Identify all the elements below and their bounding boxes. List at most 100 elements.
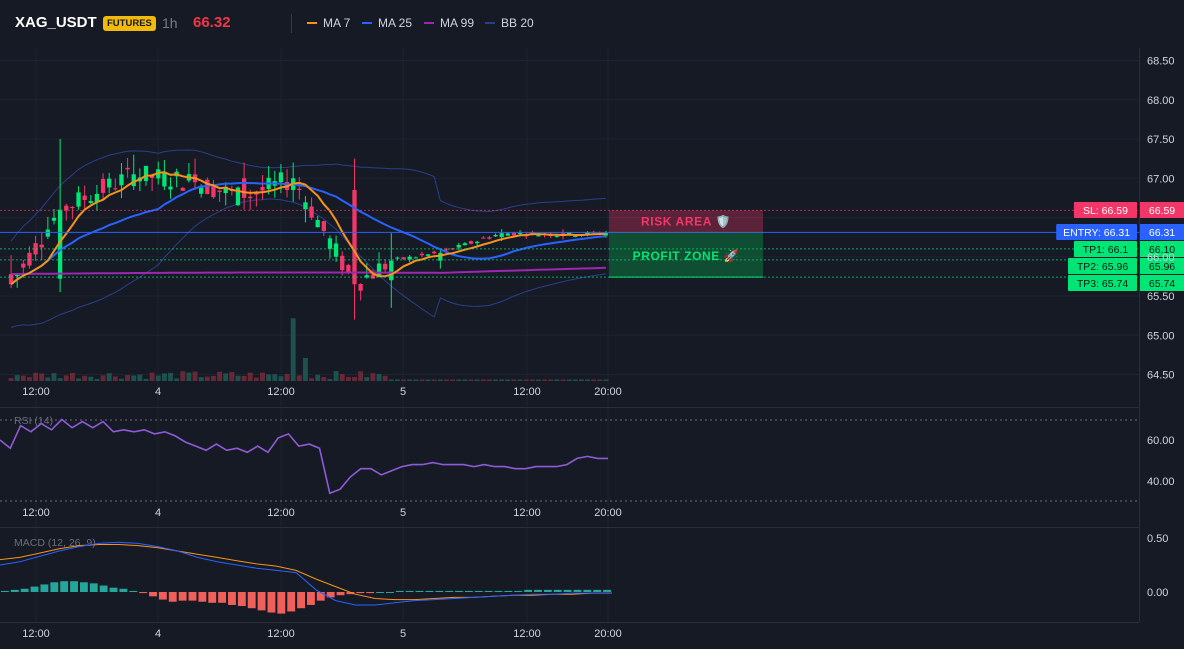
macd-histogram-bar (573, 589, 582, 592)
level-tag-tp3 (1068, 275, 1137, 291)
macd-histogram-bar (395, 590, 404, 592)
candle-body (573, 235, 578, 237)
time-tick-label: 20:00 (594, 507, 622, 519)
candle-body (505, 233, 510, 236)
macd-histogram-bar (415, 590, 424, 592)
volume-bar (358, 371, 364, 381)
volume-bar (106, 373, 112, 381)
candle-body (76, 192, 81, 207)
macd-line (0, 541, 612, 606)
volume-bar (437, 379, 443, 381)
volume-bar (585, 379, 590, 381)
candle-body (94, 193, 100, 202)
macd-histogram-bar (79, 582, 88, 592)
candle-body (156, 169, 161, 179)
macd-histogram-bar (277, 592, 286, 614)
interval-selector[interactable]: 1h (162, 15, 178, 31)
volume-bar (131, 375, 137, 381)
time-tick-label: 12:00 (267, 386, 295, 398)
rsi-panel: RSI (14) (0, 415, 1139, 502)
volume-bar (542, 379, 548, 381)
time-tick-label: 4 (155, 628, 161, 640)
volume-bar (155, 375, 161, 381)
candle-body (260, 186, 265, 191)
volume-bar (247, 372, 253, 381)
candle-body (70, 207, 75, 209)
moving-averages (10, 171, 607, 285)
volume-bar (486, 379, 492, 381)
level-tag-tp1 (1073, 241, 1137, 257)
candle-body (321, 221, 326, 231)
volume-bar (174, 378, 180, 381)
volume-bar (376, 373, 382, 381)
macd-histogram-bar (237, 592, 246, 607)
macd-histogram-bar (10, 589, 19, 592)
candle-body (327, 238, 333, 249)
level-axis-text-tp2: 65.96 (1149, 261, 1175, 273)
macd-histogram-bar (524, 589, 533, 592)
level-tag-text-entry: ENTRY: 66.31 (1063, 227, 1130, 239)
macd-histogram-bar (297, 592, 305, 609)
rsi-line (0, 418, 608, 495)
volume-bar (309, 378, 315, 381)
macd-histogram-bar (494, 590, 503, 592)
macd-histogram-bar (129, 590, 138, 592)
macd-histogram-bar (158, 592, 167, 600)
candle-body (45, 229, 51, 237)
volume-bar (290, 318, 296, 381)
macd-histogram-bar (168, 592, 177, 602)
macd-histogram-bar (583, 589, 592, 592)
rsi-tick-label: 60.00 (1147, 435, 1175, 447)
candle-body (389, 260, 394, 281)
macd-histogram-bar (385, 592, 394, 593)
candle-body (168, 186, 173, 190)
volume-bar (198, 377, 204, 381)
candle-body (517, 232, 523, 234)
volume-bar (260, 372, 265, 381)
rsi-title: RSI (14) (14, 415, 53, 427)
volume-bar (82, 375, 88, 381)
volume-bar (511, 379, 517, 381)
volume-bar (100, 375, 106, 381)
candle-body (303, 202, 308, 210)
candle-body (162, 171, 167, 187)
macd-histogram-bar (228, 592, 236, 605)
candle-body (57, 209, 63, 279)
volume-bar (57, 378, 63, 381)
level-axis-badge-entry (1140, 224, 1184, 240)
candle-body (395, 257, 400, 259)
volume-bar (364, 377, 370, 381)
candle-body (346, 264, 351, 273)
macd-histogram-bar (455, 590, 463, 592)
volume-bar (327, 378, 333, 381)
ma7-swatch-icon (307, 22, 317, 24)
risk-area-zone (609, 210, 763, 233)
legend-ma7[interactable]: MA 7 (307, 16, 350, 30)
candle-body (425, 254, 431, 256)
candle-body (419, 253, 425, 256)
candle-body (462, 243, 468, 246)
volume-bar (266, 374, 272, 381)
macd-tick-label: 0.00 (1147, 587, 1168, 599)
candle-body (223, 186, 228, 194)
level-axis-badge-tp3 (1140, 275, 1184, 291)
volume-bar (192, 371, 198, 381)
bb-upper-line (10, 149, 606, 242)
volume-bar (480, 379, 486, 381)
legend-bb20[interactable]: BB 20 (485, 16, 534, 30)
macd-histogram-bar (474, 590, 483, 592)
time-tick-label: 12:00 (22, 507, 50, 519)
candle-body (217, 190, 222, 192)
volume-bar (180, 371, 186, 381)
candle-body (33, 243, 38, 255)
legend-ma25[interactable]: MA 25 (362, 16, 412, 30)
candle-body (131, 174, 136, 187)
legend-ma99[interactable]: MA 99 (424, 16, 474, 30)
macd-histogram-bar (50, 582, 59, 592)
price-tick-label: 65.00 (1147, 330, 1175, 342)
symbol-title[interactable]: XAG_USDT (15, 14, 97, 31)
macd-title: MACD (12, 26, 9) (14, 537, 96, 549)
volume-bar (456, 379, 462, 381)
volume-bar (345, 377, 351, 381)
